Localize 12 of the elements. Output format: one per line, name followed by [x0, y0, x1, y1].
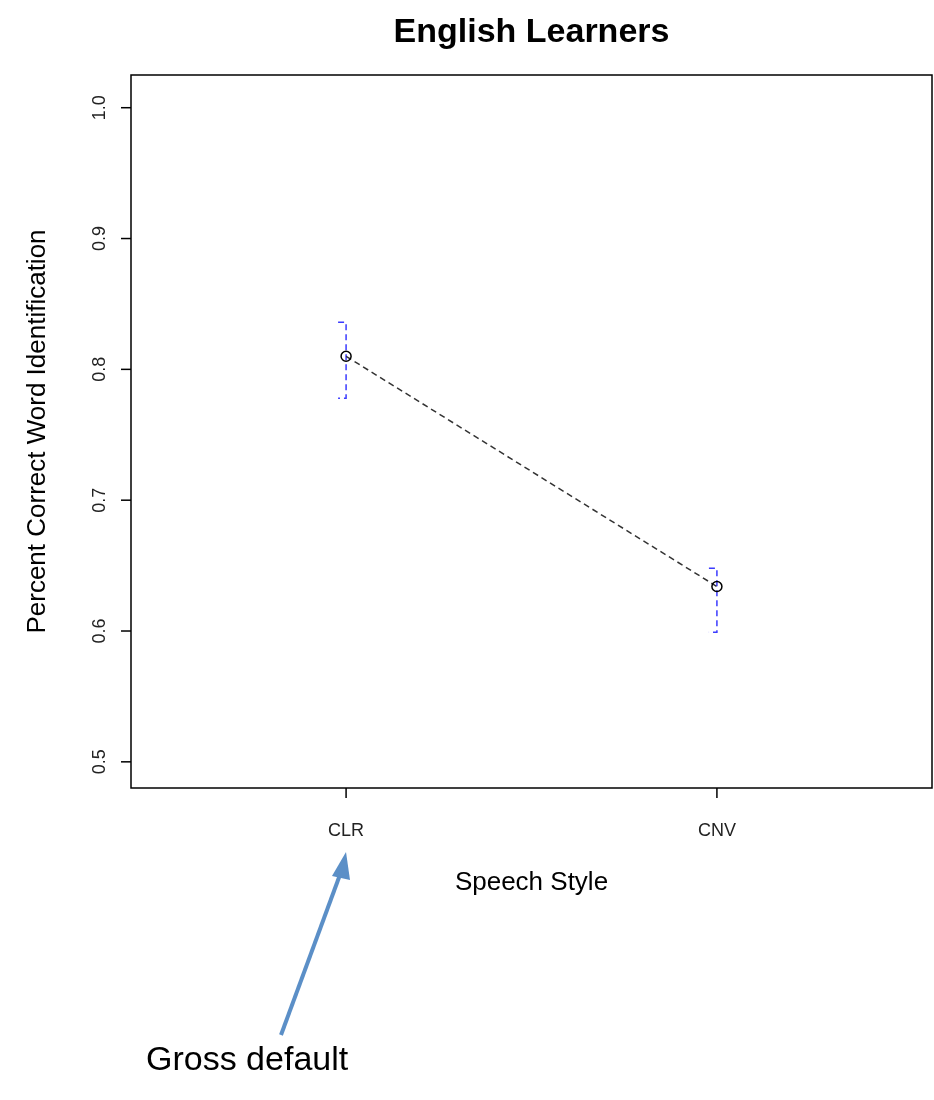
y-tick-label: 0.5 — [89, 749, 109, 775]
x-axis-title: Speech Style — [454, 866, 609, 896]
chart-title: English Learners — [393, 11, 670, 49]
y-tick-label: 0.7 — [89, 487, 109, 513]
y-axis-title: Percent Correct Word Identification — [21, 229, 51, 634]
y-tick-label: 1.0 — [89, 95, 109, 121]
y-tick-label: 0.8 — [89, 356, 109, 382]
x-tick-label: CNV — [697, 820, 736, 840]
text: Gross default — [146, 1039, 349, 1077]
y-tick-label: 0.9 — [89, 226, 109, 252]
x-tick-label: CLR — [328, 820, 365, 840]
y-tick-label: 0.6 — [89, 618, 109, 644]
